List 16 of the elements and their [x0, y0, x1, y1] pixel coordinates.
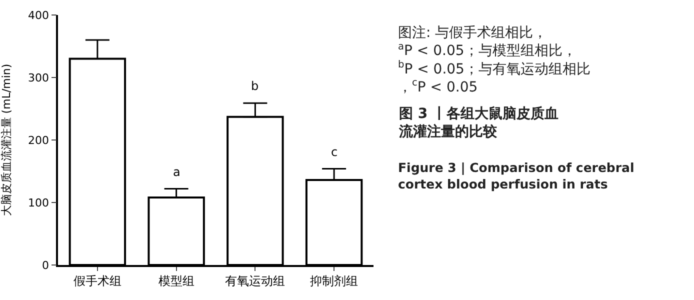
annotation: b [251, 79, 259, 93]
text: 图 3 丨各组大鼠脑皮质血流灌注量的比较 [398, 105, 558, 140]
y-tick-label: 100 [28, 196, 50, 210]
text: 图注: 与假手术组相比，$^{a}$P < 0.05；与模型组相比，$^{b}$P < 0.05；与有氧运动组相比，$^{c}$P < 0.05 [398, 25, 590, 96]
x-tick-label: 抑制剂组 [310, 274, 358, 288]
x-tick-label: 有氧运动组 [225, 274, 286, 288]
y-axis-title: 大脑皮质血流灌注量 (mL/min) [0, 64, 14, 216]
x-tick-label: 模型组 [158, 274, 194, 288]
annotation: a [173, 165, 180, 179]
y-tick-label: 400 [28, 8, 50, 22]
text: Figure 3 | Comparison of cerebral cortex blood perfusion in rats [398, 160, 634, 192]
annotation: c [331, 145, 338, 159]
y-tick-label: 300 [28, 71, 50, 84]
y-tick-label: 200 [28, 134, 50, 147]
x-tick-label: 假手术组 [73, 274, 122, 288]
y-tick-label: 0 [42, 258, 50, 272]
